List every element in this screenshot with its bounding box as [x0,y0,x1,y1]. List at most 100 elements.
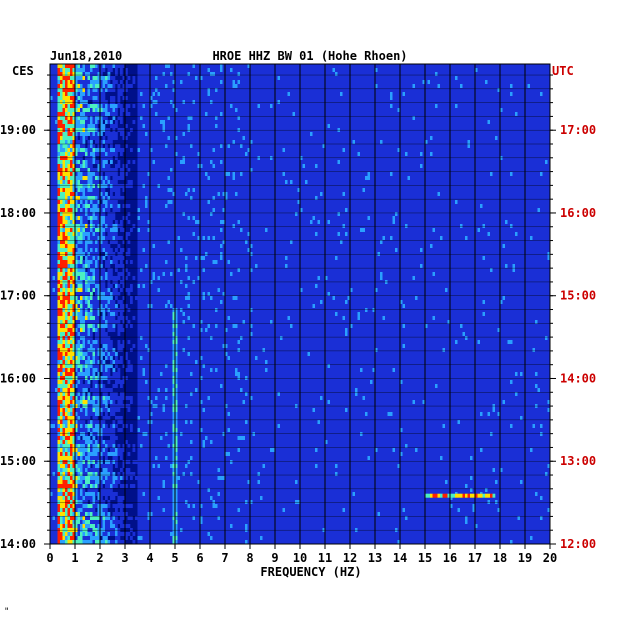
spectrogram-cell [418,120,421,124]
spectrogram-cell [335,68,338,72]
spectrogram-cell [293,76,296,80]
spectrogram-cell [180,164,183,168]
spectrogram-cell [328,164,331,168]
spectrogram-cell [408,120,411,124]
spectrogram-cell [258,68,261,72]
spectrogram-cell [58,132,61,136]
spectrogram-cell [185,144,188,148]
spectrogram-cell [208,76,211,80]
spectrogram-cell [310,120,313,124]
spectrogram-cell [188,84,191,88]
spectrogram-cell [213,148,216,152]
spectrogram-cell [105,144,108,148]
spectrogram-cell [335,92,338,96]
spectrogram-cell [108,108,111,112]
spectrogram-cell [510,76,513,80]
spectrogram-cell [218,152,221,156]
spectrogram-cell [138,132,141,136]
spectrogram-cell [478,160,481,164]
spectrogram-cell [118,104,121,108]
spectrogram-cell [78,80,81,84]
spectrogram-cell [115,72,118,76]
spectrogram-cell [535,132,538,136]
spectrogram-cell [313,132,316,136]
spectrogram-cell [540,108,543,112]
spectrogram-cell [268,120,271,124]
spectrogram-cell [268,68,271,72]
spectrogram-cell [270,160,273,164]
spectrogram-cell [93,68,96,72]
spectrogram-cell [505,108,508,112]
spectrogram-cell [70,80,73,84]
spectrogram-cell [428,120,431,124]
spectrogram-cell [80,92,83,96]
spectrogram-cell [515,136,518,140]
spectrogram-cell [190,108,193,112]
spectrogram-cell [538,152,541,156]
spectrogram-cell [158,120,161,124]
spectrogram-cell [365,100,368,104]
spectrogram-cell [370,80,373,84]
spectrogram-cell [330,84,333,88]
spectrogram-cell [455,68,458,72]
spectrogram-cell [478,108,481,112]
spectrogram-cell [218,148,221,152]
spectrogram-cell [413,140,416,144]
spectrogram-cell [410,144,413,148]
spectrogram-cell [233,104,236,108]
spectrogram-cell [95,64,98,68]
spectrogram-cell [193,68,196,72]
spectrogram-cell [235,92,238,96]
spectrogram-cell [360,100,363,104]
spectrogram-cell [363,132,366,136]
spectrogram-cell [543,92,546,96]
spectrogram-cell [278,152,281,156]
spectrogram-cell [413,68,416,72]
spectrogram-cell [145,152,148,156]
spectrogram-cell [545,148,548,152]
spectrogram-cell [318,140,321,144]
spectrogram-cell [155,96,158,100]
spectrogram-cell [480,96,483,100]
spectrogram-cell [468,152,471,156]
spectrogram-cell [140,96,143,100]
spectrogram-cell [478,76,481,80]
spectrogram-cell [495,140,498,144]
spectrogram-cell [93,80,96,84]
spectrogram-cell [115,136,118,140]
spectrogram-cell [260,120,263,124]
spectrogram-cell [388,148,391,152]
spectrogram-cell [178,124,181,128]
spectrogram-cell [455,148,458,152]
spectrogram-cell [158,84,161,88]
spectrogram-cell [445,92,448,96]
spectrogram-cell [303,140,306,144]
spectrogram-cell [445,108,448,112]
spectrogram-cell [518,96,521,100]
spectrogram-cell [285,124,288,128]
spectrogram-cell [363,144,366,148]
spectrogram-cell [183,104,186,108]
spectrogram-cell [368,72,371,76]
spectrogram-cell [388,136,391,140]
spectrogram-cell [395,148,398,152]
spectrogram-cell [445,112,448,116]
spectrogram-cell [530,112,533,116]
spectrogram-cell [353,76,356,80]
spectrogram-cell [138,164,141,168]
spectrogram-cell [263,124,266,128]
spectrogram-cell [268,140,271,144]
spectrogram-cell [460,120,463,124]
spectrogram-cell [160,112,163,116]
spectrogram-cell [543,160,546,164]
spectrogram-cell [93,160,96,164]
spectrogram-cell [438,92,441,96]
spectrogram-cell [338,68,341,72]
spectrogram-cell [393,64,396,68]
spectrogram-cell [420,112,423,116]
spectrogram-cell [140,144,143,148]
spectrogram-cell [465,112,468,116]
spectrogram-cell [495,104,498,108]
spectrogram-cell [413,92,416,96]
spectrogram-cell [220,80,223,84]
